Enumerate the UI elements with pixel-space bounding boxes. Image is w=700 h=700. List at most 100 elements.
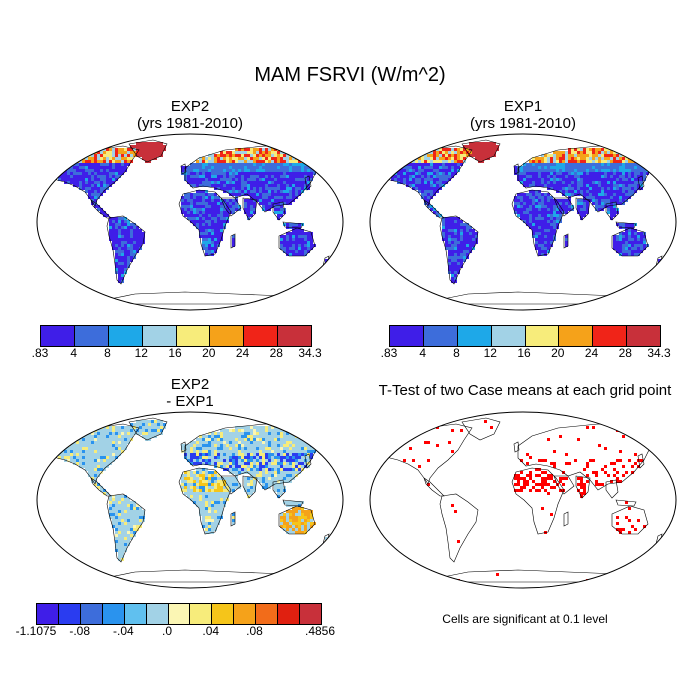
grid-cell bbox=[127, 151, 130, 154]
grid-cell bbox=[214, 471, 217, 474]
grid-cell bbox=[223, 489, 226, 492]
grid-cell bbox=[262, 184, 265, 187]
grid-cell bbox=[301, 456, 304, 459]
grid-cell bbox=[58, 456, 61, 459]
grid-cell bbox=[628, 175, 631, 178]
colorbar-swatch bbox=[212, 604, 235, 624]
grid-cell bbox=[442, 220, 445, 223]
grid-cell bbox=[208, 193, 211, 196]
grid-cell bbox=[250, 456, 253, 459]
grid-cell bbox=[88, 175, 91, 178]
grid-cell bbox=[427, 193, 430, 196]
grid-cell bbox=[148, 429, 151, 432]
grid-cell bbox=[301, 429, 304, 432]
grid-cell bbox=[298, 525, 301, 528]
grid-cell bbox=[193, 202, 196, 205]
grid-cell bbox=[118, 229, 121, 232]
grid-cell bbox=[106, 172, 109, 175]
grid-cell bbox=[190, 447, 193, 450]
grid-cell bbox=[595, 483, 598, 486]
grid-cell bbox=[100, 160, 103, 163]
grid-cell bbox=[280, 202, 283, 205]
grid-cell bbox=[133, 226, 136, 229]
grid-cell bbox=[397, 178, 400, 181]
grid-cell bbox=[604, 151, 607, 154]
grid-cell bbox=[226, 495, 229, 498]
grid-cell bbox=[556, 214, 559, 217]
grid-cell bbox=[103, 456, 106, 459]
grid-cell bbox=[163, 423, 166, 426]
grid-cell bbox=[124, 429, 127, 432]
grid-cell bbox=[127, 154, 130, 157]
grid-cell bbox=[148, 145, 151, 148]
grid-cell bbox=[400, 181, 403, 184]
grid-cell bbox=[238, 163, 241, 166]
grid-cell bbox=[274, 211, 277, 214]
grid-cell bbox=[208, 211, 211, 214]
grid-cell bbox=[139, 142, 142, 145]
grid-cell bbox=[616, 477, 619, 480]
grid-cell bbox=[124, 537, 127, 540]
grid-cell bbox=[433, 151, 436, 154]
grid-cell bbox=[226, 462, 229, 465]
grid-cell bbox=[268, 450, 271, 453]
grid-cell bbox=[574, 178, 577, 181]
grid-cell bbox=[622, 169, 625, 172]
colorbar-swatch bbox=[74, 326, 109, 346]
grid-cell bbox=[199, 474, 202, 477]
grid-cell bbox=[412, 187, 415, 190]
grid-cell bbox=[442, 235, 445, 238]
grid-cell bbox=[220, 187, 223, 190]
grid-cell bbox=[553, 223, 556, 226]
grid-cell bbox=[628, 184, 631, 187]
grid-cell bbox=[100, 169, 103, 172]
grid-cell bbox=[220, 217, 223, 220]
grid-cell bbox=[580, 208, 583, 211]
grid-cell bbox=[244, 468, 247, 471]
grid-cell bbox=[121, 151, 124, 154]
grid-cell bbox=[472, 148, 475, 151]
grid-cell bbox=[232, 160, 235, 163]
grid-cell bbox=[208, 166, 211, 169]
grid-cell bbox=[217, 214, 220, 217]
grid-cell bbox=[226, 489, 229, 492]
grid-cell bbox=[118, 220, 121, 223]
grid-cell bbox=[112, 513, 115, 516]
grid-cell bbox=[208, 447, 211, 450]
grid-cell bbox=[127, 262, 130, 265]
grid-cell bbox=[412, 169, 415, 172]
colorbar-tick-label: .83 bbox=[31, 346, 49, 360]
grid-cell bbox=[529, 214, 532, 217]
grid-cell bbox=[523, 166, 526, 169]
grid-cell bbox=[592, 181, 595, 184]
grid-cell bbox=[403, 178, 406, 181]
grid-cell bbox=[142, 142, 145, 145]
grid-cell bbox=[115, 432, 118, 435]
grid-cell bbox=[277, 468, 280, 471]
grid-cell bbox=[610, 151, 613, 154]
grid-cell bbox=[283, 468, 286, 471]
grid-cell bbox=[418, 178, 421, 181]
grid-cell bbox=[112, 181, 115, 184]
grid-cell bbox=[124, 271, 127, 274]
grid-cell bbox=[610, 217, 613, 220]
grid-cell bbox=[148, 432, 151, 435]
grid-cell bbox=[127, 232, 130, 235]
grid-cell bbox=[241, 163, 244, 166]
grid-cell bbox=[262, 483, 265, 486]
grid-cell bbox=[538, 217, 541, 220]
grid-cell bbox=[574, 459, 577, 462]
grid-cell bbox=[115, 540, 118, 543]
grid-cell bbox=[262, 480, 265, 483]
grid-cell bbox=[427, 441, 430, 444]
grid-cell bbox=[112, 453, 115, 456]
grid-cell bbox=[541, 199, 544, 202]
grid-cell bbox=[205, 474, 208, 477]
grid-cell bbox=[205, 205, 208, 208]
grid-cell bbox=[526, 223, 529, 226]
grid-cell bbox=[244, 202, 247, 205]
grid-cell bbox=[295, 178, 298, 181]
grid-cell bbox=[430, 154, 433, 157]
grid-cell bbox=[625, 253, 628, 256]
grid-cell bbox=[232, 175, 235, 178]
